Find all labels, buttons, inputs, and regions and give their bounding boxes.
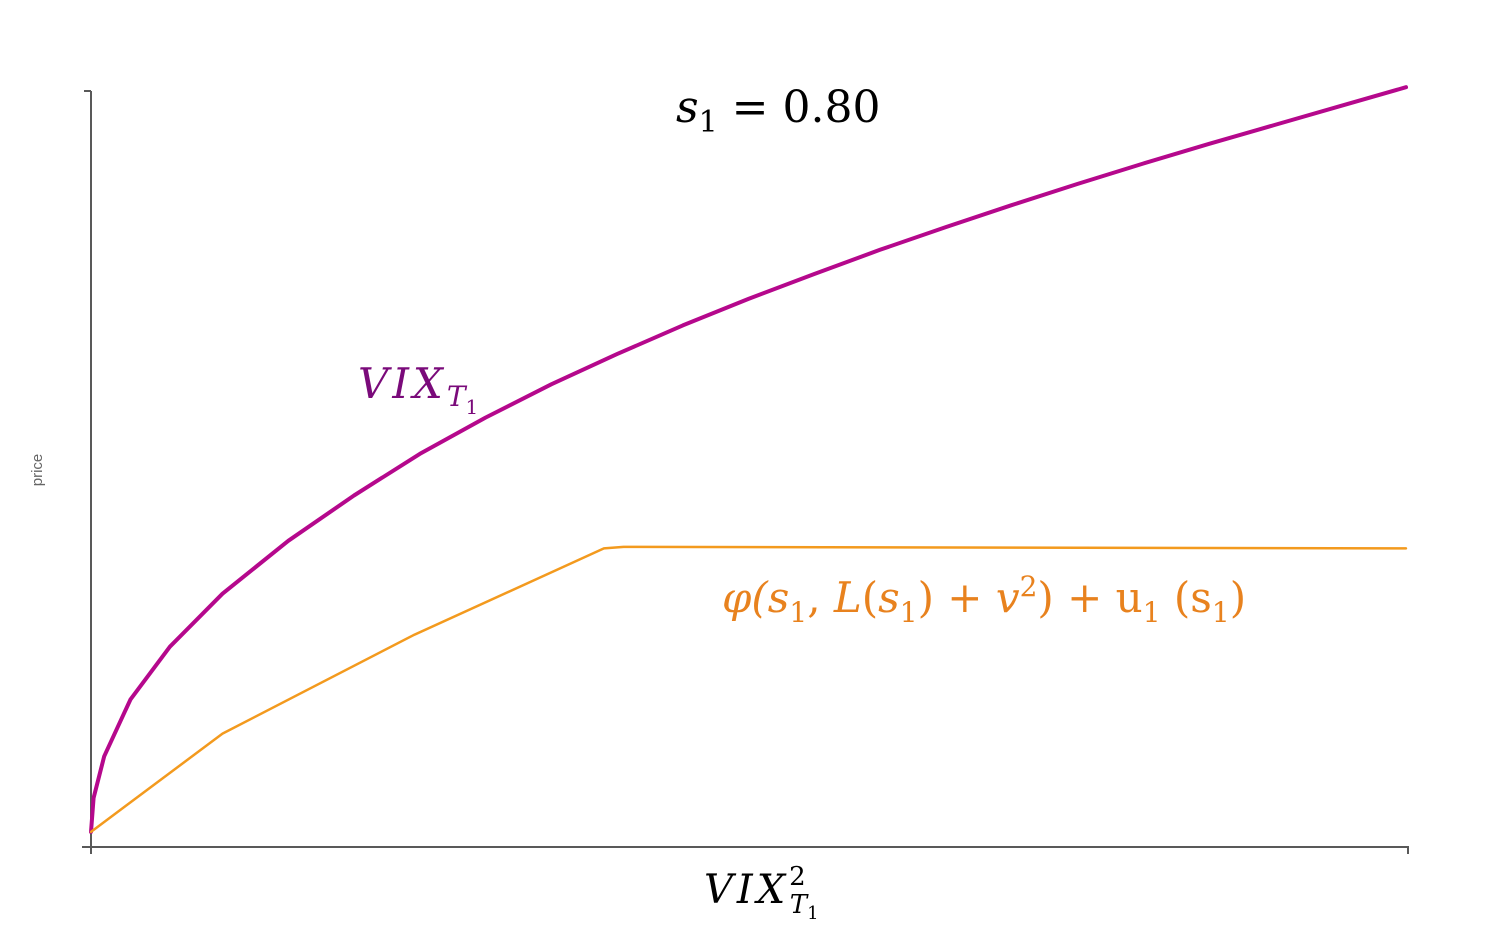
vix-label-main: VIX — [358, 359, 447, 408]
phi-t6: ( — [862, 573, 878, 622]
series-layer — [89, 85, 1408, 834]
vix-series-label: VIXT1 — [358, 359, 478, 419]
phi-t12: ) + u — [1037, 573, 1142, 622]
phi-t7: s — [878, 573, 900, 622]
x-label-main: VIX — [704, 867, 789, 913]
axes — [82, 90, 1409, 854]
phi-t8: 1 — [900, 596, 918, 629]
phi-t13: 1 — [1143, 596, 1161, 629]
phi-series-line — [89, 545, 1408, 834]
phi-t4: , — [807, 573, 834, 622]
vix-label-subsub: 1 — [466, 395, 479, 419]
phi-t2: s — [768, 573, 790, 622]
phi-t1: φ( — [722, 573, 769, 622]
title-var: s — [676, 82, 699, 133]
phi-t15: 1 — [1212, 596, 1230, 629]
title-sub: 1 — [699, 105, 718, 140]
x-label-subsub: 1 — [807, 903, 818, 924]
phi-t16: ) — [1230, 573, 1246, 622]
phi-t3: 1 — [789, 596, 807, 629]
phi-t14: (s — [1161, 573, 1212, 622]
y-axis-label: price — [29, 454, 46, 487]
x-label-sub: T — [790, 890, 809, 920]
phi-t10: v — [996, 573, 1020, 622]
phi-series-label: φ(s1, L(s1) + v2) + u1 (s1) — [722, 570, 1246, 629]
vix-label-sub: T — [447, 380, 468, 413]
x-label-sup: 2 — [789, 862, 806, 892]
title-rest: = 0.80 — [718, 82, 881, 133]
phi-t9: ) + — [918, 573, 996, 622]
phi-t5: L — [833, 573, 862, 622]
x-axis-label: VIX2 T1 — [704, 862, 819, 924]
chart-title: s1 = 0.80 — [676, 82, 881, 140]
phi-t11: 2 — [1020, 570, 1038, 603]
vix-series-line — [89, 85, 1408, 834]
